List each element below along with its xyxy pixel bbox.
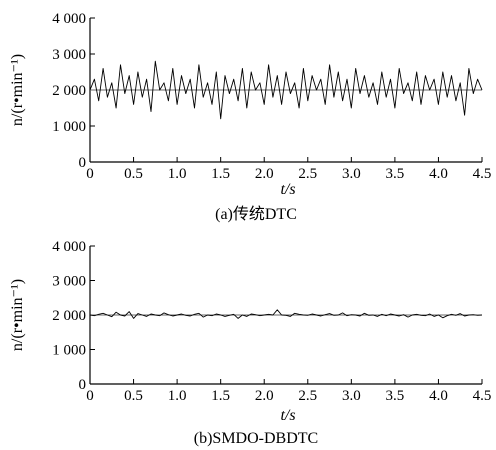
x-tick-label: 3.0	[342, 388, 361, 404]
x-tick-label: 4.0	[429, 388, 448, 404]
y-axis-label-a: n/(r•min⁻¹)	[9, 54, 26, 126]
x-axis-label-a: t/s	[280, 181, 295, 198]
y-tick-label: 1 000	[52, 343, 86, 359]
speed-series-line	[89, 309, 483, 319]
y-axis-label-b: n/(r•min⁻¹)	[9, 279, 26, 351]
x-tick-label: 2.5	[298, 166, 317, 182]
caption-b: (b)SMDO-DBDTC	[194, 430, 318, 447]
x-tick-label: 1.5	[211, 166, 230, 182]
x-tick-label: 0	[86, 388, 94, 404]
x-axis-label-b: t/s	[280, 407, 295, 424]
y-tick-label: 4 000	[52, 239, 86, 255]
panel-a: n/(r•min⁻¹) 0 1 000 2 000 3 000 4 000 0 0.5 1.0…	[9, 11, 491, 223]
x-tick-label: 1.0	[168, 166, 187, 182]
x-tick-label: 4.5	[473, 388, 492, 404]
x-tick-label: 2.5	[298, 388, 317, 404]
x-tick-label: 4.5	[473, 166, 492, 182]
x-tick-label: 0.5	[124, 388, 143, 404]
caption-a: (a)传统DTC	[215, 205, 297, 223]
y-axis-label-text-b: n/(r•min⁻¹)	[9, 279, 26, 351]
x-tick-label: 1.0	[168, 388, 187, 404]
y-tick-label: 2 000	[52, 83, 86, 99]
y-tick-label: 2 000	[52, 308, 86, 324]
y-tick-label: 4 000	[52, 11, 86, 27]
x-tick-label: 0	[86, 166, 94, 182]
x-tick-label: 2.0	[255, 166, 274, 182]
speed-series-line	[89, 60, 483, 120]
y-axis-label-text-a: n/(r•min⁻¹)	[9, 54, 26, 126]
x-tick-label: 4.0	[429, 166, 448, 182]
y-tick-label: 0	[79, 155, 87, 171]
x-tick-label: 2.0	[255, 388, 274, 404]
x-tick-label: 1.5	[211, 388, 230, 404]
x-tick-label: 0.5	[124, 166, 143, 182]
x-tick-label: 3.5	[386, 166, 405, 182]
y-tick-label: 1 000	[52, 119, 86, 135]
panel-b: n/(r•min⁻¹) 0 1 000 2 000 3 000 4 000 0 0.5 1.0…	[9, 239, 491, 447]
y-tick-label: 0	[79, 377, 87, 393]
x-tick-label: 3.0	[342, 166, 361, 182]
y-tick-label: 3 000	[52, 274, 86, 290]
y-tick-label: 3 000	[52, 47, 86, 63]
x-tick-label: 3.5	[386, 388, 405, 404]
